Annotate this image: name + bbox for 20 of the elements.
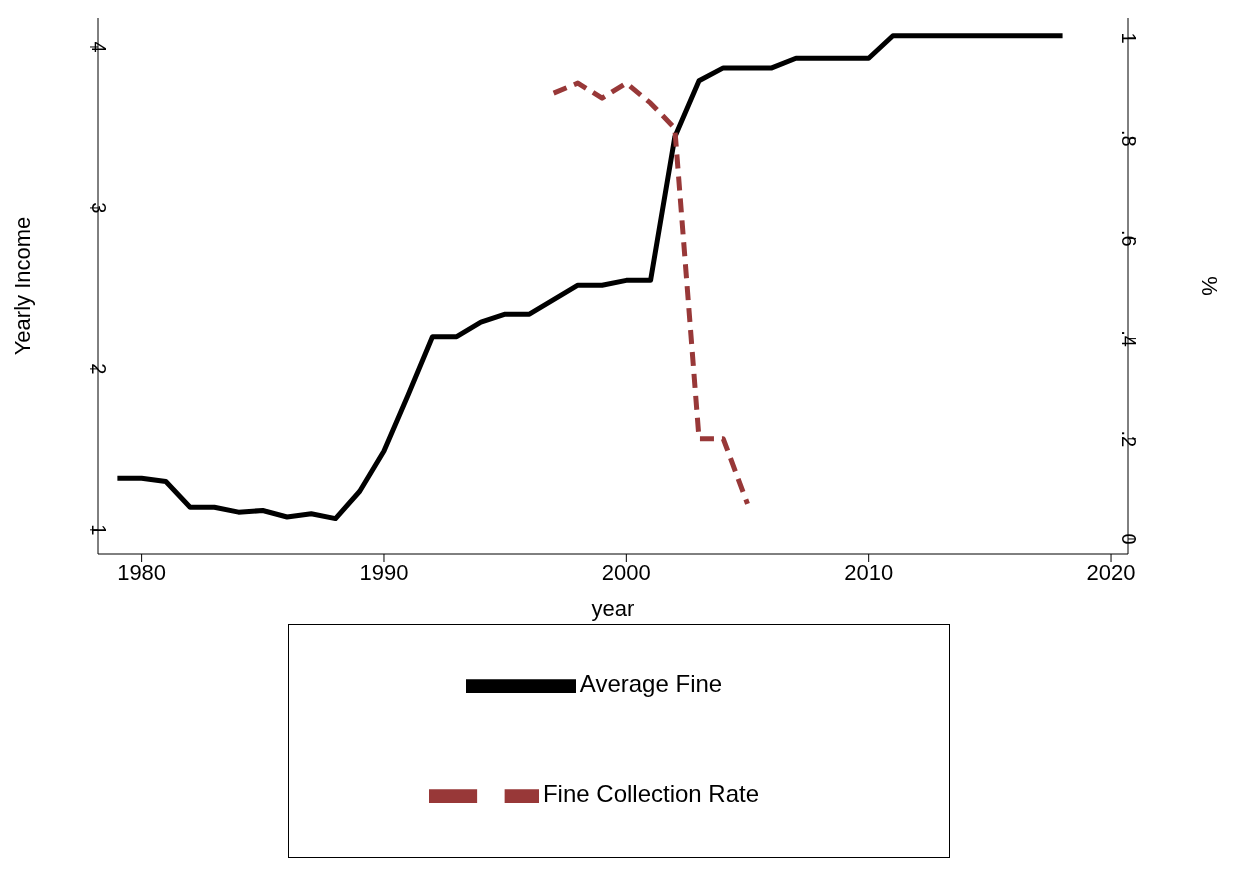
x-tick-label: 1980: [117, 559, 167, 585]
y-tick-label: 3: [88, 202, 110, 214]
y2-tick-label: 0: [1118, 533, 1140, 545]
y2-tick-label: .8: [1118, 129, 1140, 147]
x-axis-title: year: [591, 596, 635, 621]
x-tick-label: 2020: [1086, 559, 1136, 585]
y2-tick-label: 1: [1118, 32, 1140, 44]
y2-tick-label: .4: [1118, 330, 1140, 347]
y-tick-label: 4: [88, 41, 110, 53]
x-tick-label: 1990: [359, 559, 409, 585]
y2-tick-label: .2: [1118, 430, 1140, 448]
legend-label: Average Fine: [579, 670, 723, 698]
y2-axis-title: %: [1197, 276, 1223, 296]
y-tick-label: 1: [88, 524, 110, 536]
y-axis-title: Yearly Income: [9, 216, 35, 356]
y2-tick-label: .6: [1118, 230, 1140, 247]
legend-label: Fine Collection Rate: [542, 780, 760, 808]
y-tick-label: 2: [88, 363, 110, 375]
x-tick-label: 2000: [601, 559, 651, 585]
x-tick-label: 2010: [844, 559, 894, 585]
